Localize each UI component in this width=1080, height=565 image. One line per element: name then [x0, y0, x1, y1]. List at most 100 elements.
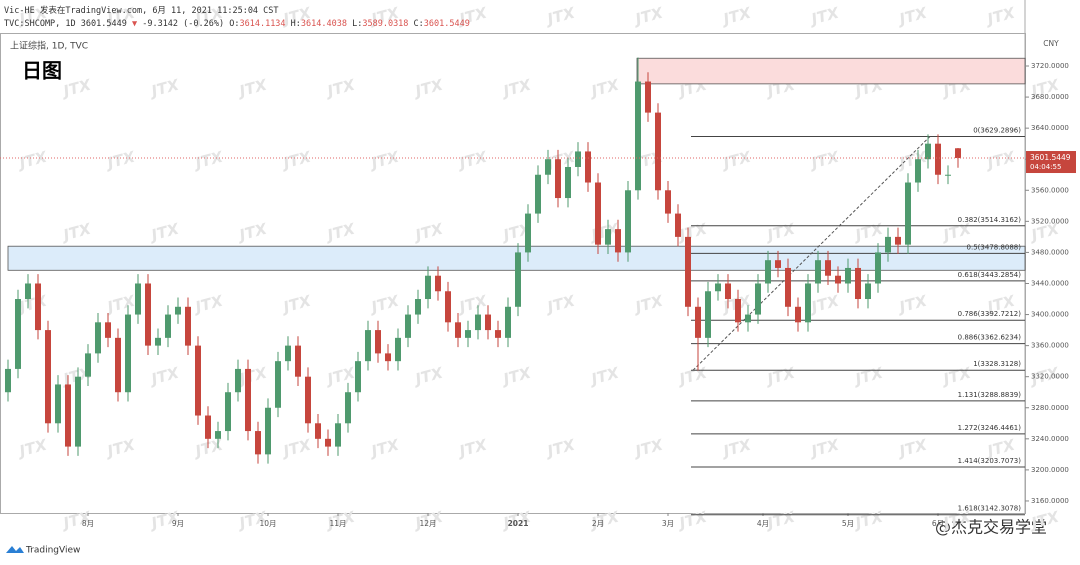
watermark: JTX [895, 435, 930, 461]
candle-body [405, 314, 411, 338]
watermark: JTX [279, 435, 314, 461]
candle-body [495, 330, 501, 338]
candle-body [755, 283, 761, 315]
watermark: JTX [807, 291, 842, 317]
watermark: JTX [719, 435, 754, 461]
candle-body [575, 151, 581, 167]
candle-body [655, 112, 661, 191]
candle-body [635, 81, 641, 191]
candle-body [195, 345, 201, 416]
candle-body [855, 267, 861, 300]
candle-body [885, 236, 891, 253]
watermark: JTX [411, 363, 446, 389]
candle-body [505, 306, 511, 338]
x-tick-label: 2月 [592, 519, 604, 528]
close-label: C: [413, 19, 424, 29]
y-tick-label: 3320.0000 [1031, 373, 1069, 381]
candle-body [425, 275, 431, 300]
fib-label: 0.618(3443.2854) [958, 271, 1022, 279]
candle-body [685, 236, 691, 307]
watermark: JTX [103, 435, 138, 461]
watermark: JTX [543, 435, 578, 461]
y-tick-label: 3640.0000 [1031, 124, 1069, 132]
candle-body [235, 368, 241, 393]
candle-body [25, 283, 31, 300]
candle-body [835, 275, 841, 284]
candle-body [735, 299, 741, 323]
watermark: JTX [543, 291, 578, 317]
candle-body [455, 322, 461, 338]
fib-label: 0(3629.2896) [973, 126, 1021, 134]
candle-body [375, 330, 381, 354]
y-tick-label: 3280.0000 [1031, 404, 1069, 412]
candle-body [295, 345, 301, 377]
open-label: O: [229, 19, 240, 29]
x-tick-label: 3月 [662, 519, 674, 528]
watermark: JTX [675, 507, 710, 533]
watermark: JTX [191, 291, 226, 317]
watermark: JTX [367, 291, 402, 317]
chart-subtitle: 上证综指, 1D, TVC [10, 40, 88, 52]
watermark: JTX [983, 3, 1018, 29]
candle-body [935, 143, 941, 175]
x-tick-label: 11月 [329, 519, 346, 528]
candle-body [245, 368, 251, 432]
candle-body [485, 314, 491, 331]
watermark: JTX [235, 75, 270, 101]
countdown: 04:04:55 [1030, 163, 1061, 171]
candle-body [915, 159, 921, 183]
candle-body [255, 431, 261, 455]
watermark: JTX [895, 3, 930, 29]
candle-body [15, 299, 21, 369]
candle-body [925, 143, 931, 160]
watermark: JTX [499, 75, 534, 101]
low-label: L: [352, 19, 363, 29]
candle-body [35, 283, 41, 331]
candle-body [275, 361, 281, 408]
x-tick-label: 2021 [508, 519, 529, 528]
candle-body [545, 159, 551, 175]
candle-body [435, 275, 441, 292]
candle-body [645, 81, 651, 113]
watermark: JTX [587, 75, 622, 101]
publisher-line: Vic-HE 发表在TradingView.com, 6月 11, 2021 1… [4, 4, 279, 16]
y-tick-label: 3400.0000 [1031, 311, 1069, 319]
candle-body [315, 423, 321, 439]
currency: CNY [1043, 39, 1059, 48]
change-arrow: ▼ [131, 19, 138, 29]
close-value: 3601.5449 [423, 19, 470, 29]
candle-body [465, 330, 471, 338]
publisher: Vic-HE 发表在TradingView.com, 6月 11, 2021 1… [4, 6, 279, 16]
candle-body [105, 322, 111, 338]
candle-body [355, 361, 361, 393]
candle-body [65, 384, 71, 447]
watermark: JTX [939, 363, 974, 389]
high-value: 3614.4038 [300, 19, 347, 29]
watermark: JTX [631, 3, 666, 29]
watermark: JTX [675, 363, 710, 389]
candle-body [165, 314, 171, 338]
candle-body [775, 260, 781, 268]
y-tick-label: 3520.0000 [1031, 217, 1069, 225]
y-tick-label: 3480.0000 [1031, 248, 1069, 256]
candle-body [75, 376, 81, 447]
watermark: JTX [367, 435, 402, 461]
x-tick-label: 10月 [259, 519, 276, 528]
candle-body [695, 306, 701, 338]
candle-body [535, 174, 541, 214]
high-label: H: [290, 19, 301, 29]
watermark: JTX [895, 147, 930, 173]
candle-body [615, 229, 621, 253]
y-tick-label: 3240.0000 [1031, 435, 1069, 443]
candle-body [305, 376, 311, 424]
candle-body [115, 337, 121, 393]
candle-body [445, 291, 451, 323]
x-tick-label: 6月 [932, 519, 944, 528]
watermark: JTX [323, 75, 358, 101]
fib-label: 0.886(3362.6234) [958, 334, 1022, 342]
candle-body [565, 166, 571, 199]
candle-body [475, 314, 481, 331]
candle-body [765, 260, 771, 284]
watermark: JTX [15, 435, 50, 461]
watermark: JTX [455, 147, 490, 173]
